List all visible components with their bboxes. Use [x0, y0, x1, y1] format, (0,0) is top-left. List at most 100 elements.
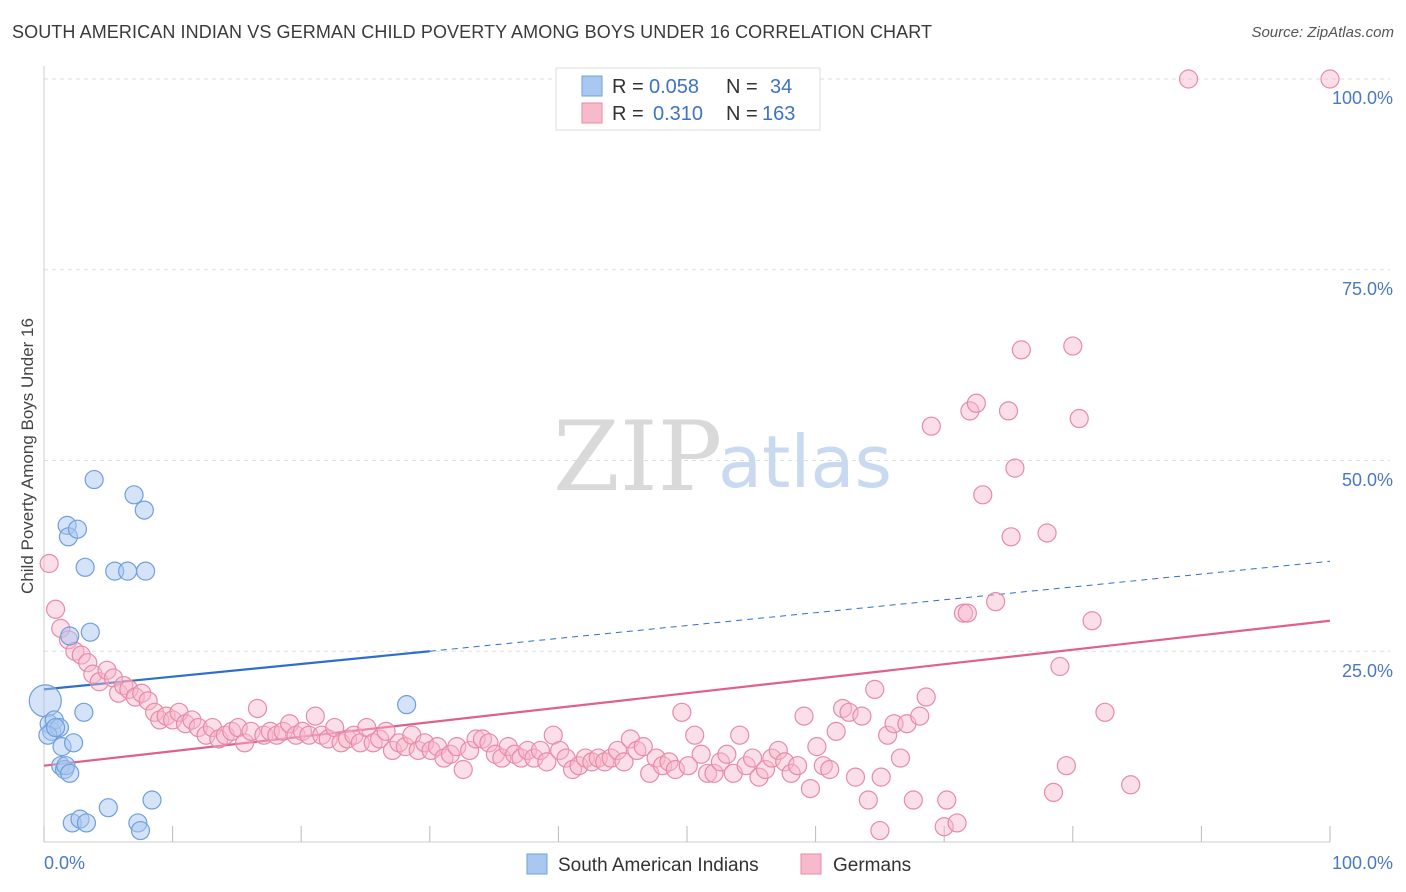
germans-point [678, 756, 698, 776]
germans-point [871, 767, 891, 787]
chart-source: Source: ZipAtlas.com [1251, 24, 1394, 41]
germans-point [1056, 756, 1076, 776]
germans-point [607, 740, 628, 761]
germans-point [937, 790, 957, 810]
germans-point [376, 721, 396, 741]
germans-point [910, 706, 930, 726]
germans-point [318, 729, 338, 749]
south-american-indians-point [134, 500, 154, 520]
germans-point [1121, 775, 1141, 795]
germans-point [1011, 340, 1031, 360]
germans-point [646, 748, 666, 768]
germans-point [730, 725, 750, 745]
germans-point [447, 737, 467, 757]
germans-point [1037, 523, 1057, 543]
legend-bottom: South American Indians Germans [526, 853, 911, 876]
germans-point [986, 592, 1006, 612]
y-tick-label-25: 25.0% [1342, 661, 1393, 681]
germans-point [163, 710, 183, 730]
germans-point [768, 740, 788, 761]
germans-point [492, 748, 512, 768]
south-american-indians-point [76, 813, 97, 833]
germans-point [550, 740, 570, 761]
germans-point [685, 725, 705, 745]
germans-point [794, 706, 814, 726]
germans-point [537, 752, 557, 772]
germans-point [39, 553, 59, 574]
germans-point [717, 744, 737, 764]
x-tick-label-0: 0.0% [44, 853, 85, 873]
south-american-indians-point [74, 702, 94, 722]
germans-point [89, 672, 109, 692]
germans-point [1095, 702, 1115, 722]
germans-point [498, 737, 518, 757]
germans-point [247, 698, 268, 719]
germans-point [966, 393, 986, 413]
germans-point [601, 748, 621, 768]
germans-point [524, 748, 544, 768]
germans-point [1178, 69, 1199, 89]
germans-point [865, 679, 885, 700]
germans-point [1082, 611, 1102, 631]
germans-point [973, 485, 993, 505]
legend-n-value-pink: 163 [762, 103, 795, 125]
germans-point [852, 706, 872, 726]
germans-point [235, 733, 255, 753]
legend-bottom-swatch-pink [800, 853, 822, 875]
germans-point [947, 813, 967, 833]
germans-point [820, 759, 840, 780]
south-american-indians-point [124, 485, 144, 505]
germans-point [742, 748, 763, 768]
germans-point [960, 401, 980, 421]
south-american-indians-point [80, 622, 100, 642]
legend-bottom-label-pink: Germans [833, 855, 911, 876]
germans-point [870, 820, 890, 841]
south-american-indians-point [142, 790, 162, 810]
germans-point [749, 767, 769, 787]
germans-point [415, 733, 435, 753]
south-american-indians-point [45, 717, 66, 738]
germans-point [672, 702, 692, 722]
germans-point [78, 653, 98, 673]
germans-point [466, 729, 486, 749]
germans-point [839, 702, 859, 722]
legend-top: R = 0.058 N = 34 R = 0.310 N = 163 [555, 67, 821, 131]
south-american-indians-point [98, 798, 118, 818]
germans-point [196, 725, 216, 745]
legend-bottom-label-blue: South American Indians [558, 855, 759, 876]
germans-point [71, 645, 91, 665]
south-american-indians-point [67, 519, 88, 539]
germans-point [1320, 69, 1340, 89]
south-american-indians-point [84, 469, 104, 490]
germans-point [755, 759, 776, 780]
germans-point [1043, 782, 1064, 803]
germans-point [633, 737, 653, 757]
germans-point [188, 717, 208, 738]
germans-point [957, 603, 977, 623]
germans-point [614, 752, 634, 772]
legend-bottom-swatch-blue [526, 853, 548, 875]
germans-point [710, 752, 731, 772]
legend-swatch-pink [581, 102, 603, 124]
germans-point [395, 737, 415, 757]
germans-point [370, 729, 390, 749]
germans-point [273, 721, 293, 741]
legend-swatch-blue [581, 75, 603, 97]
germans-point [114, 675, 134, 696]
germans-point [890, 748, 911, 768]
germans-point [659, 752, 679, 772]
germans-point [775, 752, 795, 772]
germans-point [1005, 458, 1025, 478]
germans-point [1050, 656, 1070, 677]
germans-point [460, 740, 480, 761]
watermark-zip: ZIP [553, 401, 722, 513]
germans-point [45, 599, 66, 619]
south-american-indians-point [117, 561, 138, 581]
x-tick-label-100: 100.0% [1332, 853, 1393, 873]
south-american-indians-point [135, 561, 156, 581]
chart-title: SOUTH AMERICAN INDIAN VS GERMAN CHILD PO… [12, 22, 933, 42]
germans-point [103, 668, 124, 688]
germans-point [736, 756, 756, 776]
germans-point [305, 706, 325, 726]
germans-point [781, 763, 801, 783]
